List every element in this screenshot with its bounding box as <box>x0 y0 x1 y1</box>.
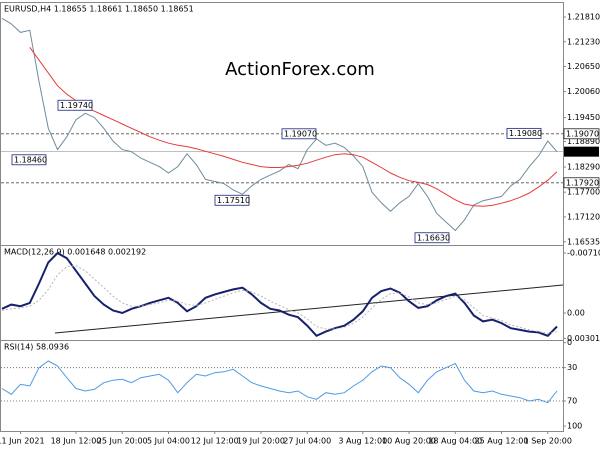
y-tick-label: 1.18290 <box>567 163 600 172</box>
series-line <box>1 360 558 404</box>
series-line <box>1 251 558 338</box>
trend-line <box>54 284 564 334</box>
y-tick-label: 0 <box>567 338 572 347</box>
y-tick-label: 100 <box>567 422 582 431</box>
watermark: ActionForex.com <box>225 59 375 80</box>
y-tick-label: 1.20060 <box>567 87 600 96</box>
y-tick-label: 30 <box>567 363 577 372</box>
annotation-label: 1.18460 <box>14 155 47 164</box>
x-tick-label: 27 Jul 04:00 <box>283 437 331 446</box>
series-line <box>1 265 558 334</box>
level-label: 1.17920 <box>566 178 599 187</box>
y-tick-label: 1.16535 <box>567 237 600 246</box>
annotation-box <box>11 154 47 166</box>
series-line <box>1 17 558 232</box>
x-tick-label: 19 Jul 20:00 <box>237 437 285 446</box>
x-tick-label: 5 Jul 04:00 <box>147 437 190 446</box>
y-tick-label: 1.21810 <box>567 13 600 22</box>
x-tick-label: 3 Aug 12:00 <box>338 437 387 446</box>
x-tick-label: 12 Jul 12:00 <box>191 437 239 446</box>
annotation-label: 1.19070 <box>284 129 317 138</box>
chart-title: EURUSD,H4 1.18655 1.18661 1.18650 1.1865… <box>4 5 194 14</box>
series-line <box>29 47 558 207</box>
x-tick-label: 1 Sep 20:00 <box>524 437 572 446</box>
rsi-panel <box>0 340 564 432</box>
level-label-box <box>563 177 600 189</box>
annotation-box <box>214 194 250 206</box>
y-tick-label: 0.003012 <box>567 334 600 343</box>
current-price-label: 1.18651 <box>566 147 599 156</box>
annotation-label: 1.19080 <box>509 129 542 138</box>
x-tick-label: 18 Jun 12:00 <box>51 437 102 446</box>
y-tick-label: 70 <box>567 397 577 406</box>
annotation-box <box>281 128 317 140</box>
annotation-box <box>506 127 542 139</box>
annotation-label: 1.17510 <box>217 196 250 205</box>
y-tick-label: 1.21230 <box>567 37 600 46</box>
y-tick-label: 0.00 <box>567 308 585 317</box>
x-tick-label: 10 Aug 20:00 <box>382 437 436 446</box>
current-price-box <box>564 146 599 157</box>
level-label-box <box>563 128 600 140</box>
rsi-title: RSI(14) 58.0936 <box>4 343 69 352</box>
annotation-label: 1.19740 <box>60 101 93 110</box>
y-tick-label: 1.18890 <box>567 137 600 146</box>
y-tick-label: -0.007109 <box>567 249 600 258</box>
x-tick-label: 25 Jun 20:00 <box>97 437 148 446</box>
annotation-label: 1.16630 <box>417 233 450 242</box>
macd-title: MACD(12,26,9) 0.001648 0.002192 <box>4 248 146 257</box>
x-tick-label: 18 Aug 04:00 <box>428 437 482 446</box>
level-label: 1.19070 <box>566 129 599 138</box>
y-tick-label: 1.19450 <box>567 113 600 122</box>
y-tick-label: 1.17700 <box>567 188 600 197</box>
annotation-box <box>57 99 93 111</box>
annotation-box <box>414 232 450 244</box>
y-tick-label: 1.20650 <box>567 62 600 71</box>
y-tick-label: 1.17120 <box>567 212 600 221</box>
x-tick-label: 11 Jun 2021 <box>0 437 45 446</box>
x-tick-label: 25 Aug 12:00 <box>475 437 529 446</box>
